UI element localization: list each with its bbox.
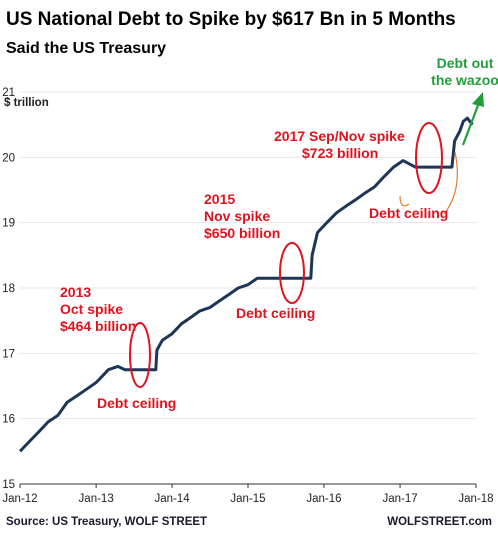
svg-text:$650 billion: $650 billion	[204, 225, 280, 241]
chart-title: US National Debt to Spike by $617 Bn in …	[6, 9, 456, 30]
x-tick-label: Jan-15	[230, 493, 265, 505]
up-arrow-icon	[461, 92, 484, 146]
grid	[20, 91, 476, 420]
debt-ceiling-connector-2	[443, 151, 458, 215]
annotation-debt-ceiling-2017: Debt ceiling	[369, 205, 448, 221]
svg-text:Nov spike: Nov spike	[204, 208, 270, 224]
spike-2017-ellipse	[415, 122, 443, 194]
y-tick-label: 20	[2, 152, 15, 164]
svg-text:$723 billion: $723 billion	[302, 145, 378, 161]
x-tick-label: Jan-17	[382, 493, 417, 505]
x-tick-label: Jan-12	[2, 493, 37, 505]
annotation-debt-ceiling-2015: Debt ceiling	[236, 305, 315, 321]
brand-credit: WOLFSTREET.com	[387, 516, 492, 528]
annotation-2015-spike: 2015 Nov spike $650 billion	[204, 191, 280, 241]
spike-2013-ellipse	[129, 322, 151, 388]
annotation-2013-spike: 2013 Oct spike $464 billion	[60, 284, 136, 334]
y-tick-label: 19	[2, 218, 15, 230]
annotation-debt-wazoo: Debt out the wazoo	[431, 55, 498, 88]
y-axis-label: $ trillion	[4, 97, 49, 109]
x-tick-label: Jan-16	[306, 493, 341, 505]
debt-ceiling-connector-1	[399, 195, 410, 207]
svg-text:Oct spike: Oct spike	[60, 301, 123, 317]
x-tick-label: Jan-13	[79, 493, 114, 505]
annotation-debt-ceiling-2013: Debt ceiling	[97, 395, 176, 411]
y-tick-label: 16	[2, 414, 15, 426]
x-tick-label: Jan-14	[154, 493, 190, 505]
chart-subtitle: Said the US Treasury	[6, 40, 166, 57]
annotation-2017-spike: 2017 Sep/Nov spike $723 billion	[274, 128, 405, 161]
y-tick-labels: 15 16 17 18 19 20 21	[2, 87, 15, 491]
svg-text:$464 billion: $464 billion	[60, 318, 136, 334]
svg-text:the wazoo: the wazoo	[431, 72, 498, 88]
source-note: Source: US Treasury, WOLF STREET	[6, 516, 207, 528]
y-tick-label: 17	[2, 348, 15, 360]
svg-text:2017 Sep/Nov spike: 2017 Sep/Nov spike	[274, 128, 405, 144]
x-tick-labels: Jan-12 Jan-13 Jan-14 Jan-15 Jan-16 Jan-17 Jan-…	[2, 484, 494, 505]
svg-text:2013: 2013	[60, 284, 91, 300]
svg-text:2015: 2015	[204, 191, 235, 207]
y-tick-label: 21	[2, 87, 15, 99]
svg-text:Debt out: Debt out	[437, 55, 494, 71]
debt-series-line	[18, 116, 474, 453]
series	[18, 116, 474, 453]
x-tick-label: Jan-18	[458, 493, 493, 505]
y-tick-label: 18	[2, 283, 15, 295]
spike-2015-ellipse	[279, 242, 305, 304]
y-tick-label: 15	[2, 479, 15, 491]
